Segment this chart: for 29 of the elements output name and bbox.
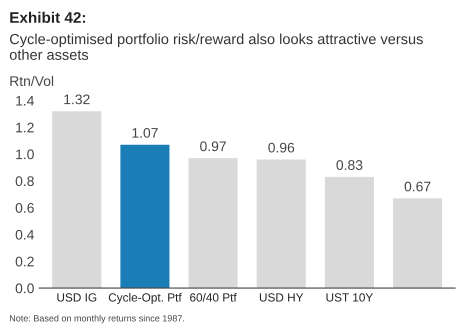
x-tick-label: Cycle-Opt. Ptf (108, 292, 182, 304)
x-tick-label: 60/40 Ptf (190, 292, 237, 302)
y-tick-label: 0.6 (16, 203, 34, 213)
data-label: 0.83 (336, 160, 362, 170)
bar (52, 111, 102, 288)
x-tick-label: USD HY (260, 293, 304, 302)
x-tick-label: USD IG (57, 293, 96, 302)
y-tick-label: 1.4 (16, 96, 34, 106)
text: Note: Based on monthly returns since 1987. (10, 314, 184, 324)
bar (256, 159, 306, 288)
bar (324, 176, 374, 288)
chart-title: Exhibit 42: (10, 12, 86, 23)
data-label: 1.32 (64, 94, 90, 104)
chart-subtitle: Cycle-optimised portfolio risk/reward also looks attractive versus other assets (10, 34, 423, 60)
data-label: 1.07 (132, 128, 158, 138)
y-tick-label: 1.0 (16, 149, 34, 160)
y-axis-title: Rtn/Vol (10, 76, 54, 86)
x-tick-label: UST 10Y (326, 293, 373, 302)
data-label: 0.96 (268, 142, 294, 153)
y-tick-label: 0.4 (16, 230, 34, 240)
y-tick-label: 1.2 (16, 122, 34, 132)
y-tick-label: 0.0 (16, 283, 34, 294)
bar (188, 158, 238, 288)
data-label: 0.97 (200, 141, 226, 152)
data-label: 0.67 (404, 182, 430, 192)
bar (393, 198, 442, 288)
y-tick-label: 0.8 (16, 176, 34, 186)
bar (120, 144, 170, 288)
y-tick-label: 0.2 (16, 256, 34, 266)
